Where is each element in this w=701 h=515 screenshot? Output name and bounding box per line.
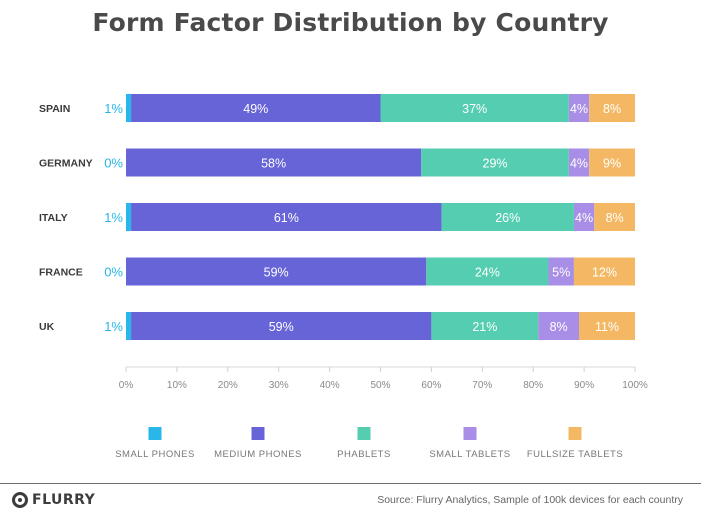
- data-label-small-phones-uk: 1%: [104, 319, 123, 334]
- bar-small-phones-italy: [126, 203, 132, 231]
- data-label-small-tablets-france: 5%: [552, 266, 570, 280]
- data-label-phablets-spain: 37%: [462, 102, 487, 116]
- legend-label-medium-phones: MEDIUM PHONES: [214, 449, 302, 460]
- chart-title: Form Factor Distribution by Country: [92, 8, 609, 37]
- bar-fullsize-tablets-italy: [594, 203, 635, 231]
- bar-fullsize-tablets-spain: [589, 94, 635, 122]
- bar-phablets-uk: [431, 312, 539, 340]
- data-label-fullsize-tablets-uk: 11%: [595, 320, 619, 334]
- data-label-medium-phones-spain: 49%: [243, 102, 268, 116]
- bar-phablets-france: [426, 257, 549, 286]
- bar-medium-phones-france: [126, 257, 427, 286]
- data-label-medium-phones-germany: 58%: [261, 157, 286, 171]
- legend-swatch-fullsize-tablets: [568, 427, 582, 440]
- x-tick-label: 60%: [421, 380, 441, 391]
- legend-swatch-small-phones: [148, 427, 162, 440]
- data-label-medium-phones-italy: 61%: [274, 211, 299, 225]
- bar-small-tablets-germany: [568, 148, 590, 177]
- bar-small-tablets-italy: [573, 203, 595, 231]
- x-tick-label: 100%: [622, 380, 648, 391]
- data-label-small-phones-italy: 1%: [104, 210, 123, 225]
- data-label-medium-phones-uk: 59%: [269, 320, 294, 334]
- flurry-logo: FLURRY: [12, 489, 95, 511]
- bar-medium-phones-spain: [131, 94, 381, 122]
- data-label-medium-phones-france: 59%: [264, 266, 289, 280]
- x-tick-label: 20%: [218, 380, 238, 391]
- bar-phablets-germany: [421, 148, 569, 177]
- bar-medium-phones-italy: [131, 203, 442, 231]
- legend-label-phablets: PHABLETS: [337, 449, 391, 460]
- x-tick-label: 30%: [269, 380, 289, 391]
- bar-medium-phones-germany: [126, 148, 422, 177]
- brand-name: FLURRY: [32, 492, 96, 508]
- data-label-fullsize-tablets-italy: 8%: [606, 211, 624, 225]
- x-tick-label: 80%: [523, 380, 543, 391]
- legend-label-small-phones: SMALL PHONES: [115, 449, 195, 460]
- footer-divider: [0, 483, 701, 484]
- legend-swatch-phablets: [357, 427, 371, 440]
- data-label-small-tablets-italy: 4%: [575, 211, 593, 225]
- bar-small-phones-spain: [126, 94, 132, 122]
- legend-label-small-tablets: SMALL TABLETS: [429, 449, 510, 460]
- data-label-small-tablets-germany: 4%: [570, 157, 588, 171]
- data-label-phablets-uk: 21%: [472, 320, 497, 334]
- category-label-uk: UK: [39, 321, 55, 333]
- data-label-small-phones-france: 0%: [104, 265, 123, 280]
- data-label-phablets-france: 24%: [475, 266, 500, 280]
- data-label-small-tablets-uk: 8%: [550, 320, 568, 334]
- x-tick-label: 10%: [167, 380, 187, 391]
- bar-fullsize-tablets-uk: [579, 312, 635, 340]
- bar-phablets-italy: [441, 203, 574, 231]
- data-label-fullsize-tablets-france: 12%: [592, 266, 617, 280]
- bar-small-tablets-france: [548, 257, 574, 286]
- legend-label-fullsize-tablets: FULLSIZE TABLETS: [527, 449, 623, 460]
- category-label-france: FRANCE: [39, 267, 83, 279]
- data-label-small-phones-spain: 1%: [104, 101, 123, 116]
- category-label-spain: SPAIN: [39, 103, 70, 115]
- bar-small-tablets-spain: [568, 94, 590, 122]
- x-tick-label: 0%: [119, 380, 134, 391]
- bar-phablets-spain: [380, 94, 569, 122]
- data-label-phablets-germany: 29%: [483, 157, 508, 171]
- bar-fullsize-tablets-france: [573, 257, 635, 286]
- bar-fullsize-tablets-germany: [589, 148, 635, 177]
- x-tick-label: 40%: [320, 380, 340, 391]
- data-label-phablets-italy: 26%: [495, 211, 520, 225]
- legend-swatch-medium-phones: [251, 427, 265, 440]
- legend-swatch-small-tablets: [463, 427, 477, 440]
- x-tick-label: 50%: [370, 380, 390, 391]
- bar-small-tablets-uk: [538, 312, 580, 340]
- data-label-fullsize-tablets-spain: 8%: [603, 102, 621, 116]
- x-tick-label: 70%: [472, 380, 492, 391]
- flurry-logo-icon: [12, 492, 28, 508]
- x-tick-label: 90%: [574, 380, 594, 391]
- source-note: Source: Flurry Analytics, Sample of 100k…: [377, 494, 683, 506]
- bar-medium-phones-uk: [131, 312, 432, 340]
- data-label-fullsize-tablets-germany: 9%: [603, 157, 621, 171]
- data-label-small-tablets-spain: 4%: [570, 102, 588, 116]
- category-label-germany: GERMANY: [39, 158, 93, 170]
- bar-small-phones-uk: [126, 312, 132, 340]
- data-label-small-phones-germany: 0%: [104, 156, 123, 171]
- category-label-italy: ITALY: [39, 212, 68, 224]
